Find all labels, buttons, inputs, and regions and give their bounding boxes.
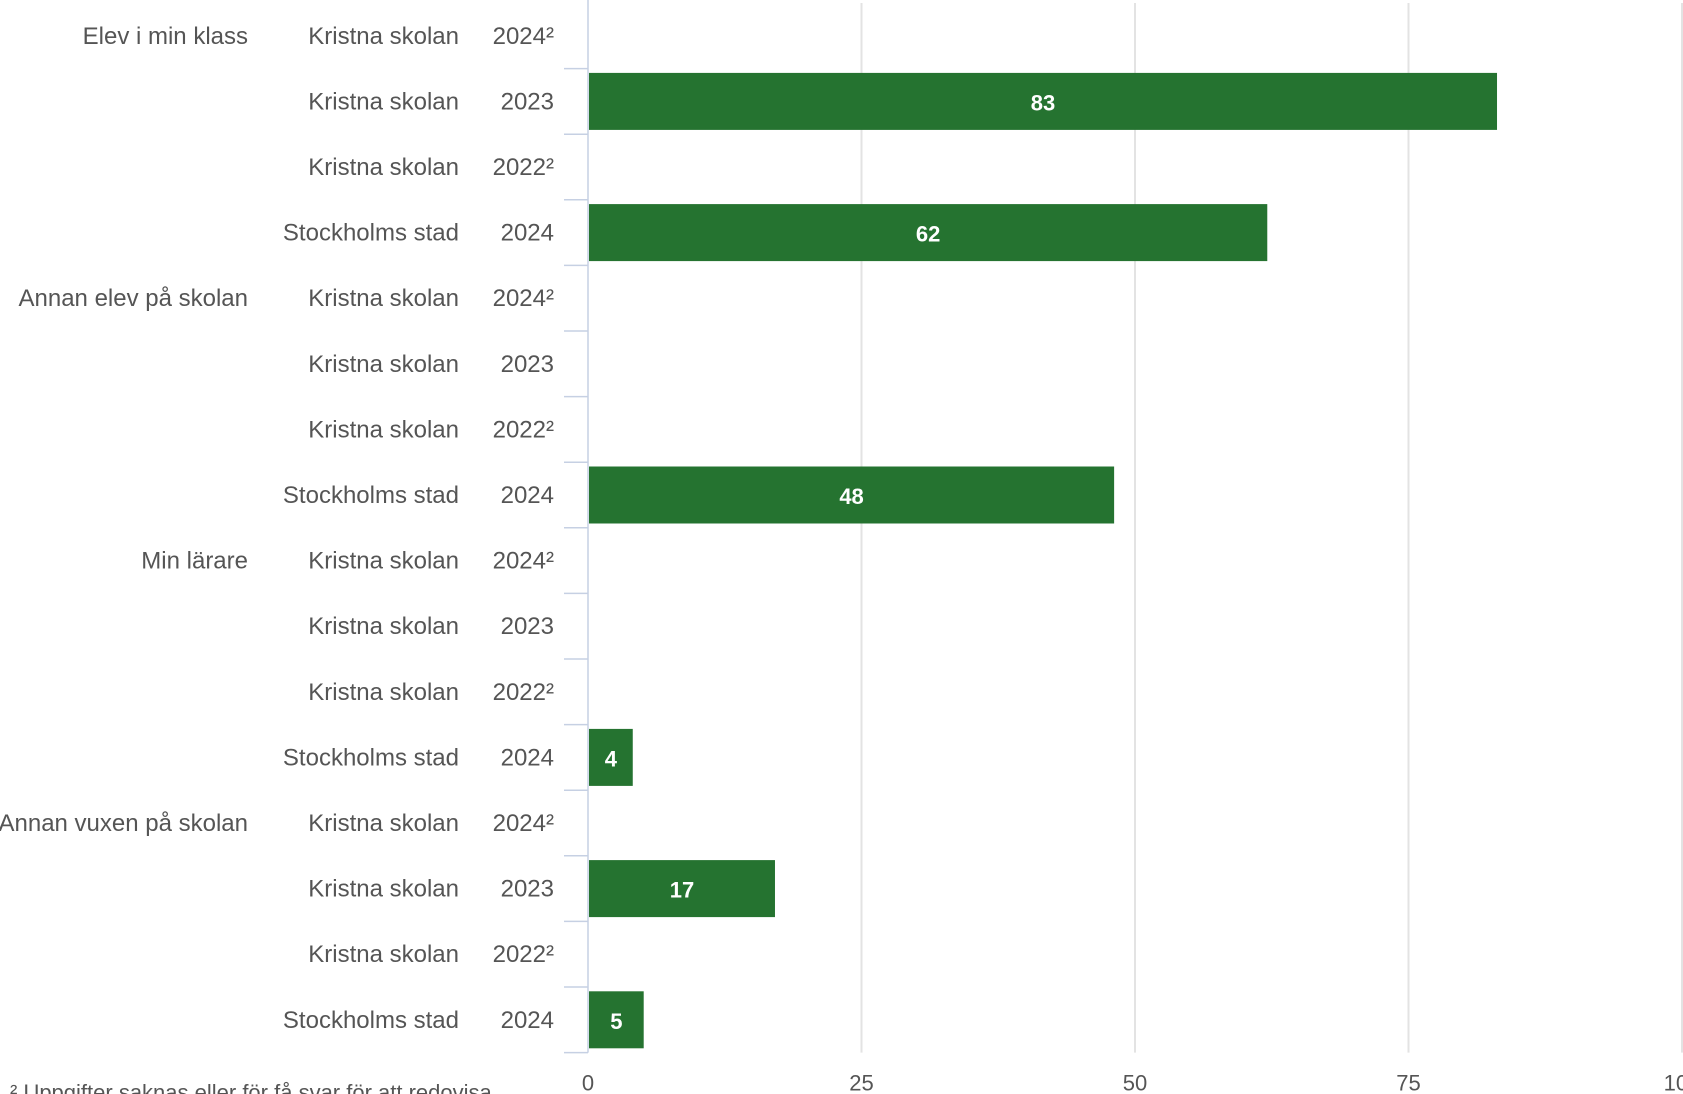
bar <box>589 204 1268 262</box>
entity-label: Kristna skolan <box>308 810 459 837</box>
x-tick-label: 100 <box>1664 1071 1683 1092</box>
entity-label: Stockholms stad <box>283 220 459 247</box>
entity-label: Kristna skolan <box>308 416 459 443</box>
entity-label: Stockholms stad <box>283 482 459 509</box>
bar <box>589 860 775 918</box>
entity-label: Kristna skolan <box>308 679 459 706</box>
year-label: 2024² <box>493 548 554 575</box>
entity-label: Stockholms stad <box>283 744 459 771</box>
bars: 83 62 48 4 17 5 <box>589 72 1498 1049</box>
x-axis-ticks: 0 25 50 75 100 <box>582 1071 1683 1092</box>
year-label: 2024 <box>501 744 554 771</box>
group-label: Annan elev på skolan <box>19 285 249 312</box>
x-tick-label: 75 <box>1396 1071 1420 1092</box>
entity-label: Stockholms stad <box>283 1007 459 1034</box>
bar <box>589 466 1115 524</box>
data-label: 4 <box>605 746 618 771</box>
grid-lines <box>860 3 1683 1053</box>
year-label: 2024 <box>501 220 554 247</box>
data-label: 5 <box>610 1009 622 1034</box>
entity-label: Kristna skolan <box>308 154 459 181</box>
year-label: 2023 <box>501 88 554 115</box>
entity-label: Kristna skolan <box>308 548 459 575</box>
x-tick-label: 50 <box>1123 1071 1147 1092</box>
data-label: 17 <box>670 878 694 903</box>
data-label: 48 <box>839 484 863 509</box>
entity-label: Kristna skolan <box>308 285 459 312</box>
x-tick-label: 0 <box>582 1071 594 1092</box>
bar <box>589 72 1498 130</box>
y-axis <box>564 0 589 1054</box>
year-label: 2024² <box>493 810 554 837</box>
data-label: 62 <box>916 222 940 247</box>
year-label: 2022² <box>493 416 554 443</box>
row-labels: Elev i min klass Kristna skolan 2024² Krist… <box>0 23 554 1034</box>
year-label: 2024 <box>501 1007 554 1034</box>
entity-label: Kristna skolan <box>308 88 459 115</box>
data-label: 83 <box>1031 90 1055 115</box>
bar <box>589 728 633 786</box>
entity-label: Kristna skolan <box>308 351 459 378</box>
x-tick-label: 25 <box>849 1071 873 1092</box>
entity-label: Kristna skolan <box>308 876 459 903</box>
year-label: 2023 <box>501 351 554 378</box>
year-label: 2022² <box>493 154 554 181</box>
group-label: Elev i min klass <box>83 23 248 50</box>
year-label: 2023 <box>501 876 554 903</box>
year-label: 2024 <box>501 482 554 509</box>
group-label: Min lärare <box>141 548 248 575</box>
year-label: 2022² <box>493 941 554 968</box>
entity-label: Kristna skolan <box>308 941 459 968</box>
year-label: 2022² <box>493 679 554 706</box>
year-label: 2023 <box>501 613 554 640</box>
entity-label: Kristna skolan <box>308 613 459 640</box>
group-label: Annan vuxen på skolan <box>0 810 248 837</box>
entity-label: Kristna skolan <box>308 23 459 50</box>
bar <box>589 991 644 1049</box>
year-label: 2024² <box>493 285 554 312</box>
year-label: 2024² <box>493 23 554 50</box>
footnote: ² Uppgifter saknas eller för få svar för… <box>10 1080 492 1094</box>
